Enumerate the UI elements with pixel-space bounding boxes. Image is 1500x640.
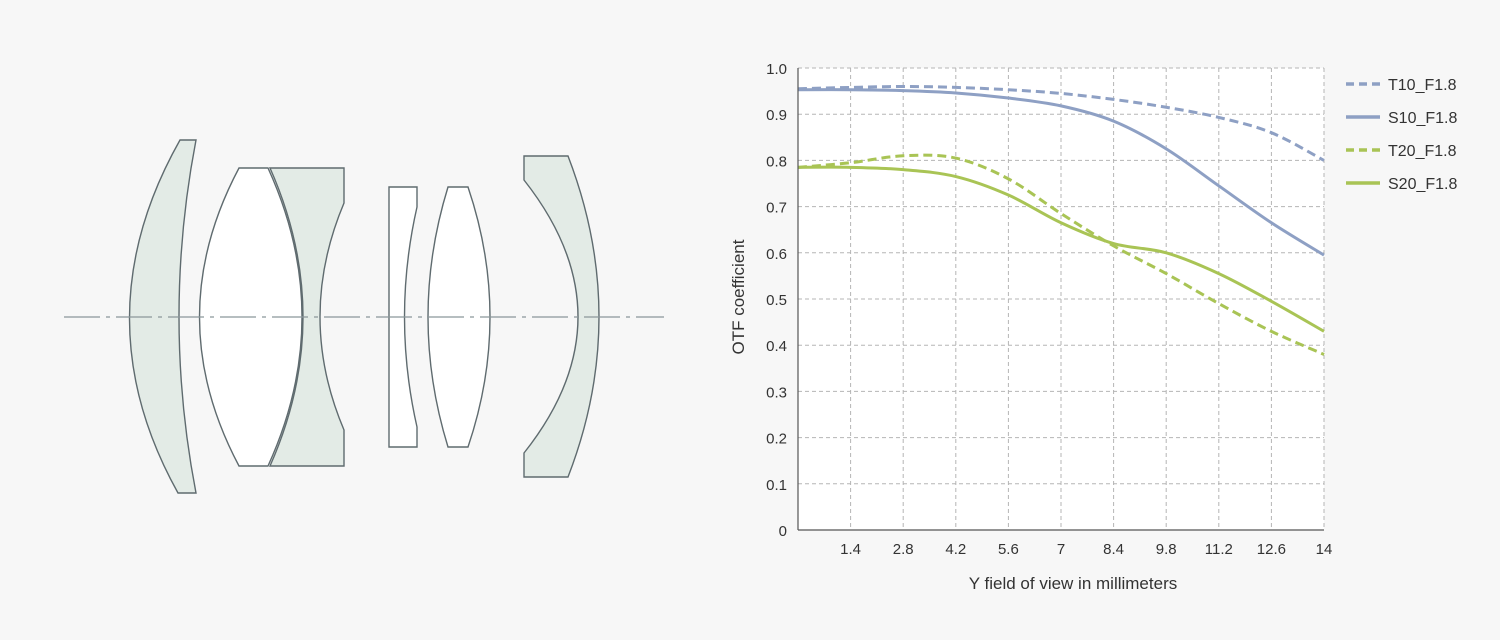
y-tick-label: 0.2: [766, 431, 787, 448]
x-tick-labels: 1.4 2.8 4.2 5.6 7 8.4 9.8 11.2 12.6 14: [840, 541, 1332, 558]
y-tick-label: 0.8: [766, 153, 787, 170]
series-line-s10-f1-8: [797, 88, 1325, 257]
y-tick-label: 0.1: [766, 477, 787, 494]
x-tick-label: 12.6: [1257, 541, 1286, 558]
series-line-s20-f1-8: [797, 165, 1325, 333]
x-tick-label: 7: [1057, 541, 1065, 558]
otf-chart: 1.4 2.8 4.2 5.6 7 8.4 9.8 11.2 12.6 14 0 0.1 0.2 0.3…: [729, 61, 1457, 593]
y-tick-label: 0.7: [766, 200, 787, 217]
series-line-t10-f1-8: [797, 84, 1325, 162]
legend-label: S20_F1.8: [1388, 176, 1457, 193]
y-tick-label: 0.6: [766, 246, 787, 263]
x-tick-label: 4.2: [945, 541, 966, 558]
y-tick-label: 1.0: [766, 61, 787, 78]
y-tick-label: 0.3: [766, 384, 787, 401]
legend-label: T10_F1.8: [1388, 77, 1457, 94]
x-tick-label: 11.2: [1205, 541, 1233, 558]
x-tick-label: 9.8: [1156, 541, 1177, 558]
legend-label: S10_F1.8: [1388, 110, 1457, 127]
x-tick-label: 14: [1316, 541, 1333, 558]
lens-element-rear-meniscus: [523, 155, 600, 478]
y-tick-labels: 0 0.1 0.2 0.3 0.4 0.5 0.6 0.7 0.8 0.9 1.0: [766, 61, 787, 540]
lens-diagram: [64, 139, 664, 494]
axes: [797, 68, 1324, 531]
x-tick-label: 5.6: [998, 541, 1019, 558]
series-layer: [797, 84, 1325, 356]
y-tick-label: 0: [779, 523, 787, 540]
x-tick-label: 8.4: [1103, 541, 1124, 558]
x-axis-label: Y field of view in millimeters: [969, 574, 1177, 593]
y-tick-label: 0.9: [766, 107, 787, 124]
y-axis-label: OTF coefficient: [729, 239, 748, 354]
y-tick-label: 0.5: [766, 292, 787, 309]
y-tick-label: 0.4: [766, 338, 787, 355]
legend: T10_F1.8 S10_F1.8 T20_F1.8 S20_F1.8: [1346, 77, 1457, 193]
legend-label: T20_F1.8: [1388, 143, 1457, 160]
lens-element-front-meniscus: [128, 139, 197, 494]
series-line-t20-f1-8: [797, 153, 1325, 356]
x-tick-label: 1.4: [840, 541, 861, 558]
grid: [798, 67, 1325, 530]
x-tick-label: 2.8: [893, 541, 914, 558]
